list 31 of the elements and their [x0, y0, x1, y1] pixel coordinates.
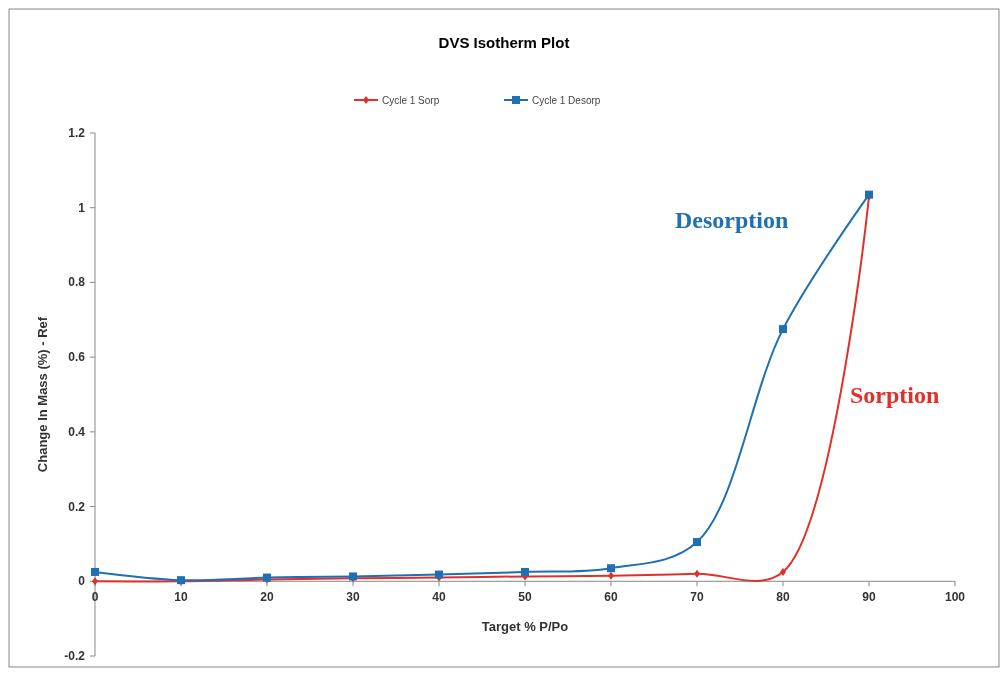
legend-label: Cycle 1 Sorp — [382, 95, 440, 106]
x-tick-label: 100 — [944, 590, 966, 605]
x-tick-label: 20 — [260, 590, 274, 605]
point — [521, 567, 529, 576]
x-tick-label: 90 — [862, 590, 876, 605]
annotation: Sorption — [850, 382, 940, 408]
y-tick-label: 0 — [78, 574, 86, 589]
x-axis-title: Target % P/Po — [481, 619, 569, 635]
y-tick-label: 1 — [78, 200, 86, 215]
x-tick-label: 70 — [690, 590, 704, 605]
point — [693, 538, 701, 547]
x-tick-label: 60 — [604, 590, 618, 605]
x-tick-label: 10 — [174, 590, 188, 605]
y-tick-label: 0.6 — [68, 350, 86, 365]
x-tick-label: 30 — [346, 590, 360, 605]
y-tick-label: 0.8 — [68, 275, 86, 290]
x-tick-label: 80 — [776, 590, 790, 605]
y-tick-label: -0.2 — [64, 649, 86, 663]
point — [779, 325, 787, 334]
y-tick-label: 1.2 — [68, 126, 86, 140]
y-tick-label: 0.4 — [68, 424, 86, 439]
legend-label: Cycle 1 Desorp — [532, 95, 601, 106]
y-axis-title: Change In Mass (%) - Ref — [35, 316, 50, 473]
x-tick-label: 50 — [518, 590, 532, 605]
point — [607, 564, 615, 573]
x-tick-label: 0 — [91, 590, 99, 605]
annotation: Desorption — [675, 207, 789, 233]
point — [91, 567, 99, 576]
chart-title: DVS Isotherm Plot — [438, 34, 570, 51]
x-tick-label: 40 — [432, 590, 446, 605]
y-tick-label: 0.2 — [68, 499, 86, 514]
